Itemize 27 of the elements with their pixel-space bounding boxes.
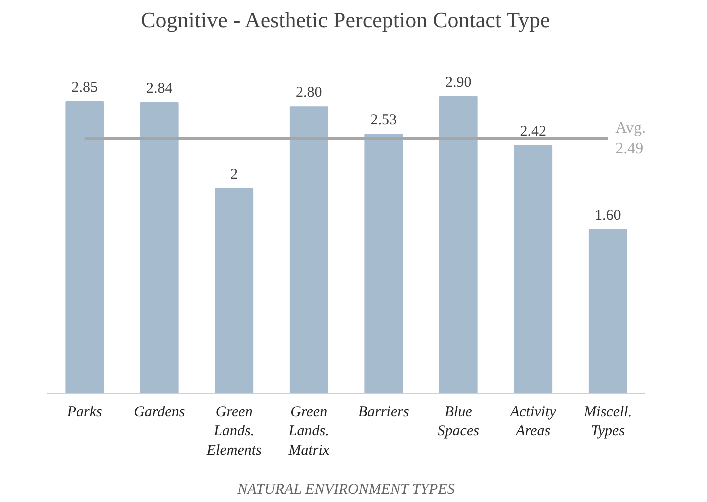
- bar: [364, 134, 404, 394]
- x-tick-label: Parks: [66, 404, 103, 420]
- bar: [215, 188, 254, 394]
- data-label: 1.60: [595, 208, 622, 224]
- data-label: 2.80: [296, 85, 322, 102]
- data-label: 2.42: [520, 124, 546, 140]
- bar: [290, 106, 328, 394]
- ref-line-label: Avg. 2.49: [616, 120, 646, 158]
- x-tick-label: Green Lands. Matrix: [288, 404, 330, 459]
- bar: [514, 145, 553, 394]
- x-tick-label: Gardens: [134, 404, 186, 420]
- data-label: 2: [230, 166, 238, 183]
- x-axis-title: NATURAL ENVIRONMENT TYPES: [236, 482, 456, 498]
- x-tick-label: Miscell. Types: [583, 404, 632, 440]
- data-label: 2.53: [370, 112, 397, 129]
- x-tick-label: Green Lands. Elements: [206, 404, 262, 459]
- data-label: 2.84: [146, 80, 174, 97]
- data-label: 2.85: [72, 80, 98, 96]
- bar: [588, 229, 628, 394]
- x-tick-label: Activity Areas: [509, 404, 557, 440]
- chart-title: Cognitive - Aesthetic Perception Contact Type: [141, 8, 550, 32]
- x-tick-label: Barriers: [358, 404, 410, 420]
- x-tick-label: Blue Spaces: [438, 404, 480, 440]
- bar: [439, 96, 478, 394]
- bar: [66, 101, 104, 394]
- bar: [140, 102, 179, 394]
- data-label: 2.90: [446, 74, 472, 91]
